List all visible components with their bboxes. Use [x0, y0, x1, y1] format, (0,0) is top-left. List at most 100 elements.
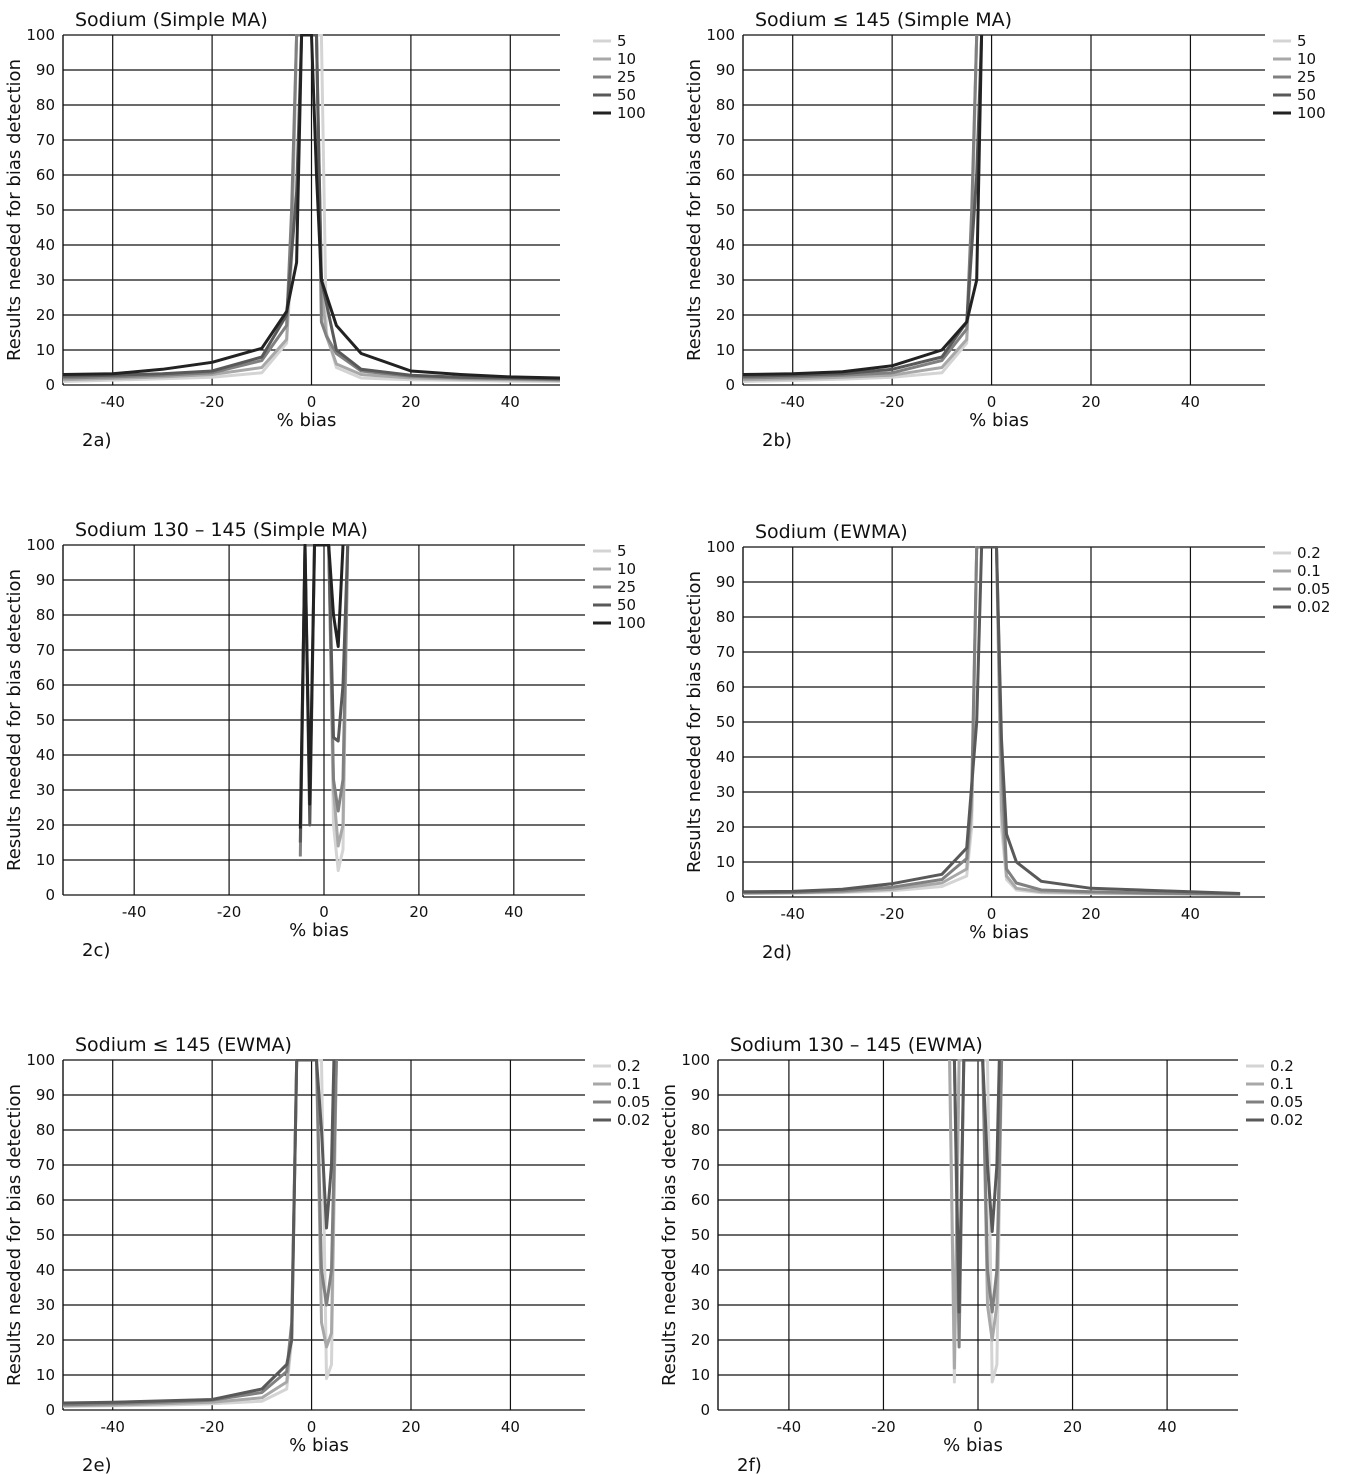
x-tick-label: -40 [100, 393, 125, 411]
chart-title: Sodium 130 – 145 (EWMA) [730, 1034, 983, 1056]
legend-label: 0.2 [1297, 544, 1321, 562]
legend-label: 0.2 [617, 1057, 641, 1075]
y-tick-label: 10 [716, 853, 735, 871]
series-line-0.02 [743, 546, 1241, 895]
legend-label: 100 [1297, 104, 1326, 122]
x-tick-label: 0 [319, 903, 329, 921]
y-tick-label: 70 [36, 131, 55, 149]
chart-title: Sodium (EWMA) [755, 521, 908, 543]
y-tick-label: 70 [36, 1156, 55, 1174]
y-axis-label: Results needed for bias detection [4, 1084, 25, 1386]
y-tick-label: 70 [716, 643, 735, 661]
y-tick-label: 30 [716, 783, 735, 801]
y-tick-label: 0 [725, 376, 735, 394]
y-tick-label: 10 [36, 851, 55, 869]
x-tick-label: -40 [780, 905, 805, 923]
y-tick-label: 20 [36, 1331, 55, 1349]
series-line-100 [298, 544, 345, 829]
y-tick-label: 60 [36, 676, 55, 694]
y-tick-label: 90 [36, 61, 55, 79]
y-tick-label: 90 [691, 1086, 710, 1104]
series-line-25 [743, 34, 979, 380]
x-tick-label: 0 [987, 393, 997, 411]
series-line-10 [743, 34, 979, 382]
x-tick-label: 20 [409, 903, 428, 921]
y-tick-label: 80 [691, 1121, 710, 1139]
y-tick-label: 100 [681, 1051, 710, 1069]
y-tick-label: 60 [36, 166, 55, 184]
y-tick-label: 100 [706, 538, 735, 556]
x-tick-label: -20 [880, 905, 905, 923]
y-tick-label: 50 [716, 713, 735, 731]
chart-panel-1: 0 10 20 30 40 50 60 70 80 90 100 -40 -20 0 20 40 Sodium … [4, 9, 646, 451]
y-tick-label: 30 [716, 271, 735, 289]
y-tick-label: 10 [36, 341, 55, 359]
y-tick-label: 60 [691, 1191, 710, 1209]
y-tick-label: 90 [716, 61, 735, 79]
x-tick-label: 40 [501, 1418, 520, 1436]
x-tick-label: 0 [987, 905, 997, 923]
legend-label: 10 [1297, 50, 1316, 68]
series-line-50 [743, 34, 984, 378]
y-tick-label: 70 [691, 1156, 710, 1174]
x-tick-label: 0 [307, 1418, 317, 1436]
legend-label: 5 [617, 32, 627, 50]
series-line-0.02 [63, 1059, 336, 1405]
y-tick-label: 30 [36, 1296, 55, 1314]
y-tick-label: 30 [36, 781, 55, 799]
y-axis-label: Results needed for bias detection [4, 59, 25, 361]
y-tick-label: 20 [716, 818, 735, 836]
x-axis-label: % bias [943, 1435, 1003, 1456]
x-tick-label: -40 [100, 1418, 125, 1436]
y-tick-label: 70 [36, 641, 55, 659]
legend-label: 25 [1297, 68, 1316, 86]
y-tick-label: 50 [716, 201, 735, 219]
y-axis-label: Results needed for bias detection [684, 59, 705, 361]
y-tick-label: 0 [700, 1401, 710, 1419]
y-tick-label: 80 [36, 96, 55, 114]
y-tick-label: 100 [26, 1051, 55, 1069]
x-axis-label: % bias [289, 1435, 349, 1456]
x-tick-label: -40 [122, 903, 147, 921]
x-tick-label: 0 [307, 393, 317, 411]
legend-label: 0.1 [1297, 562, 1321, 580]
x-tick-label: -20 [880, 393, 905, 411]
series-line-5 [743, 34, 979, 383]
legend-label: 25 [617, 68, 636, 86]
panel-label: 2e) [82, 1455, 112, 1474]
y-tick-label: 40 [691, 1261, 710, 1279]
x-axis-label: % bias [969, 410, 1029, 431]
x-tick-label: 20 [401, 1418, 420, 1436]
y-tick-label: 0 [45, 376, 55, 394]
x-tick-label: 0 [973, 1418, 983, 1436]
legend-label: 5 [617, 542, 627, 560]
panel-label: 2a) [82, 430, 112, 451]
legend-label: 0.02 [1270, 1111, 1303, 1129]
y-tick-label: 40 [36, 1261, 55, 1279]
x-tick-label: -40 [780, 393, 805, 411]
legend-label: 0.1 [1270, 1075, 1294, 1093]
y-tick-label: 50 [36, 711, 55, 729]
legend-label: 0.1 [617, 1075, 641, 1093]
chart-panel-3: 0 10 20 30 40 50 60 70 80 90 100 -40 -20 0 20 40 Sodium … [4, 519, 646, 961]
y-tick-label: 20 [716, 306, 735, 324]
y-tick-label: 0 [45, 1401, 55, 1419]
legend-label: 0.05 [1297, 580, 1330, 598]
y-tick-label: 50 [691, 1226, 710, 1244]
series-line-0.02 [952, 1059, 1001, 1314]
x-tick-label: 20 [1081, 905, 1100, 923]
y-tick-label: 90 [36, 571, 55, 589]
y-tick-label: 0 [725, 888, 735, 906]
chart-title: Sodium ≤ 145 (Simple MA) [755, 9, 1012, 31]
y-tick-label: 10 [36, 1366, 55, 1384]
y-tick-label: 40 [36, 236, 55, 254]
legend-label: 10 [617, 560, 636, 578]
y-tick-label: 20 [691, 1331, 710, 1349]
series-line-100 [63, 34, 560, 380]
y-tick-label: 90 [36, 1086, 55, 1104]
y-tick-label: 100 [26, 536, 55, 554]
chart-title: Sodium 130 – 145 (Simple MA) [75, 519, 368, 541]
x-axis-label: % bias [969, 922, 1029, 943]
